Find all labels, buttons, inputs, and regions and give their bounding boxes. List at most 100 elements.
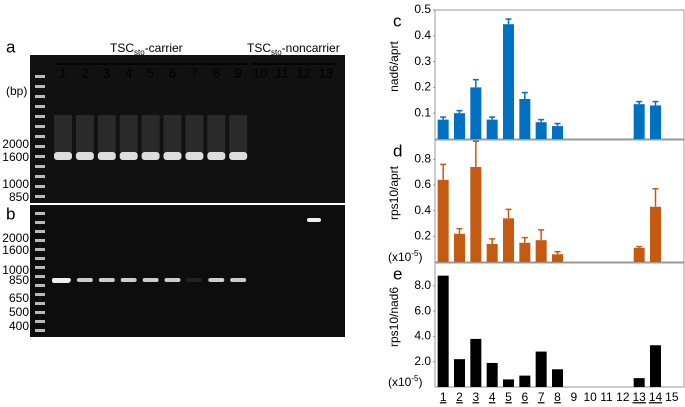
ladder-band [35,284,45,287]
ladder-label: 650 [9,291,29,305]
lane-label: 1 [59,65,66,80]
lane-label: 6 [169,65,176,80]
y-tick-label: 4.0 [414,329,431,343]
x-tick-label: 2 [456,390,463,404]
ladder-band [35,329,45,332]
y-tick-label: 0.1 [414,105,431,119]
panel-label: a [6,37,16,56]
bar [454,113,465,139]
ladder-label: 400 [9,319,29,333]
bar [633,104,645,139]
ladder-band [35,115,45,118]
x-tick-label: 15 [665,390,679,404]
panel-label: b [6,204,15,223]
ladder-band [35,145,45,148]
bar [633,247,645,262]
ladder-label: 1000 [2,263,29,277]
lane-label: 4 [125,65,132,80]
y-unit: (x10-5) [388,249,422,264]
x-tick-label: 9 [570,390,577,404]
lane-label: 10 [253,65,267,80]
y-tick-label: 0.4 [414,28,431,42]
y-tick-label: 0.8 [414,151,431,165]
gel-band [76,278,93,282]
ladder-band [35,257,45,260]
panel-label: d [393,141,402,160]
gel-band [307,218,321,222]
x-tick-label: 13 [632,390,646,404]
label-part: TSC [247,41,271,55]
x-tick-label: 12 [616,390,630,404]
ladder-band [35,293,45,296]
x-tick-label: 6 [521,390,528,404]
x-tick-label: 11 [600,390,613,404]
lane-label: 9 [235,65,242,80]
ladder-band [35,320,45,323]
bar [535,122,547,139]
bar [454,359,465,387]
label-part: TSC [110,41,134,55]
ladder-band [35,85,45,88]
ladder-band [35,230,45,233]
y-axis-label: nad6/aprt [387,40,401,91]
bar [437,179,449,262]
ladder-band [35,165,45,168]
ladder-band [35,185,45,188]
x-tick-label: 7 [538,390,545,404]
gel-b [30,205,345,337]
unit-part: (x10 [388,375,412,389]
bar [503,24,514,139]
gel-band [163,152,182,160]
gel-smear [119,115,138,152]
lane-label: 7 [191,65,198,80]
group-label: TSCsto-carrier [110,41,183,57]
bp-label: (bp) [6,84,27,98]
ladder-label: 850 [9,190,29,204]
gel-smear [97,115,116,152]
gel-band [75,152,94,160]
bar [503,218,514,262]
bar [519,99,531,139]
ladder-band [35,195,45,198]
ladder-band [35,212,45,215]
bar [519,375,531,387]
lane-label: 5 [147,65,154,80]
ladder-band [35,135,45,138]
bar [437,275,449,387]
y-axis-label: rps10/aprt [387,165,401,220]
x-tick-label: 1 [440,390,447,404]
gel-smear [141,115,160,152]
ladder-label: 1600 [2,150,29,164]
gel-band [141,152,160,160]
x-tick-label: 4 [489,390,496,404]
x-tick-label: 3 [472,390,479,404]
gel-band [208,278,225,282]
ladder-band [35,155,45,158]
ladder-band [35,175,45,178]
bar [552,369,563,387]
x-tick-label: 10 [583,390,597,404]
ladder-label: 1600 [2,243,29,257]
lane-label: 13 [319,65,333,80]
bar [650,206,661,262]
y-tick-label: 0.3 [414,54,431,68]
lane-label: 11 [275,65,289,80]
gel-band [54,152,72,160]
ladder-band [35,275,45,278]
ladder-band [35,221,45,224]
y-tick-label: 0.2 [414,228,431,242]
unit-part: -5 [411,249,419,258]
bar [650,105,661,139]
x-tick-label: 14 [649,390,663,404]
label-part: sto [271,48,282,57]
y-tick-label: 0.2 [414,80,431,94]
gel-band [52,278,70,283]
bar [470,87,482,139]
ladder-band [35,248,45,251]
ladder-band [35,311,45,314]
bar [535,351,547,387]
ladder-band [35,75,45,78]
unit-part: ) [418,375,422,389]
y-tick-label: 0.4 [414,203,431,217]
